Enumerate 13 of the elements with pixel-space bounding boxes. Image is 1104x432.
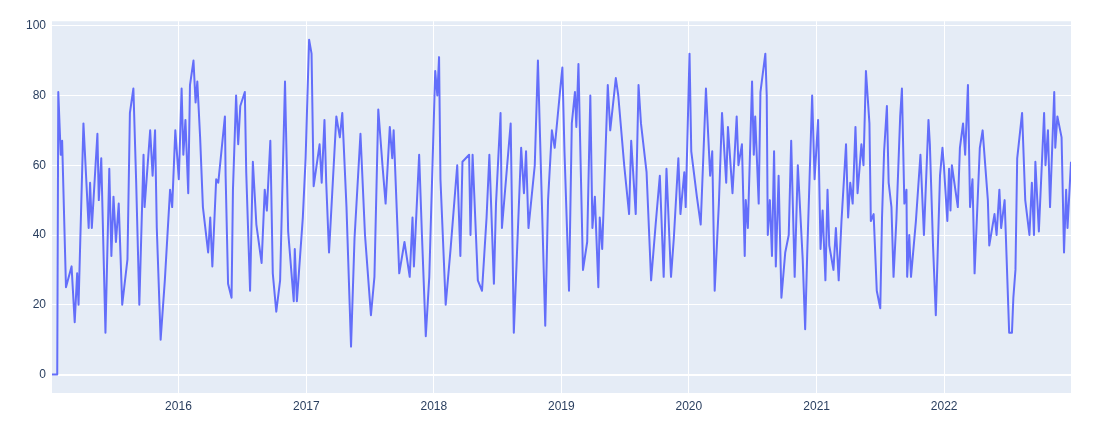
x-tick-label: 2022 <box>930 398 958 413</box>
y-tick-label: 0 <box>39 366 47 381</box>
x-tick-label: 2016 <box>165 398 193 413</box>
y-tick-label: 100 <box>25 18 47 33</box>
x-tick-label: 2020 <box>675 398 703 413</box>
x-tick-label: 2017 <box>292 398 320 413</box>
y-tick-label: 80 <box>32 87 47 102</box>
y-tick-label: 60 <box>32 157 47 172</box>
x-tick-label: 2021 <box>803 398 831 413</box>
x-tick-label: 2018 <box>420 398 448 413</box>
x-tick-label: 2019 <box>547 398 575 413</box>
y-tick-label: 20 <box>32 297 47 312</box>
y-tick-label: 40 <box>32 227 47 242</box>
